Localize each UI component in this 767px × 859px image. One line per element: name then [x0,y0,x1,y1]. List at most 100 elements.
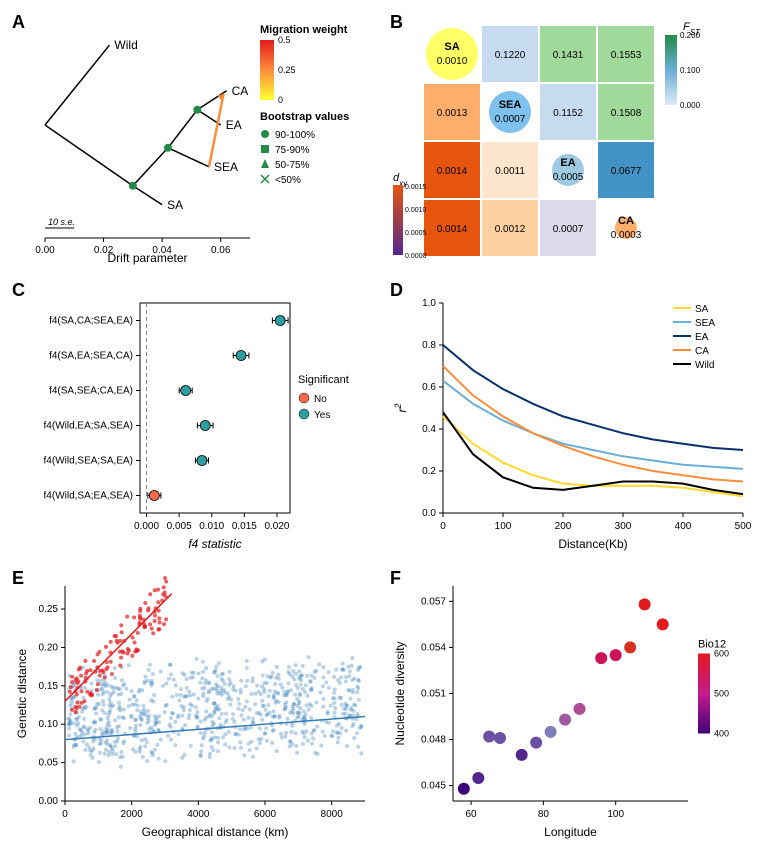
svg-text:SEA: SEA [214,160,238,174]
svg-text:0.1553: 0.1553 [611,50,642,61]
svg-text:0.0015: 0.0015 [405,184,427,191]
svg-text:Wild: Wild [695,360,714,371]
svg-text:0.045: 0.045 [421,781,446,792]
svg-text:CA: CA [695,346,709,357]
svg-text:0.0005: 0.0005 [553,172,584,183]
panel-b: B SA0.00100.12200.14310.15530.0013SEA0.0… [388,10,758,270]
svg-text:Migration weight: Migration weight [260,24,348,36]
svg-text:0.1431: 0.1431 [553,50,584,61]
svg-text:0.0000: 0.0000 [405,253,427,260]
svg-text:0.0014: 0.0014 [437,166,468,177]
svg-text:0: 0 [62,809,68,820]
svg-text:100: 100 [607,809,624,820]
svg-text:200: 200 [555,521,572,532]
svg-text:0.000: 0.000 [134,521,159,532]
svg-text:SEA: SEA [695,318,715,329]
svg-text:0.0010: 0.0010 [405,207,427,214]
svg-text:0.4: 0.4 [422,424,436,435]
svg-text:0.000: 0.000 [680,101,701,110]
svg-text:400: 400 [675,521,692,532]
svg-text:Wild: Wild [114,38,137,52]
svg-text:50-75%: 50-75% [275,160,310,171]
svg-text:Significant: Significant [298,374,349,386]
panel-f-svg: 60801000.0450.0480.0510.0540.057Longitud… [388,566,758,846]
svg-text:60: 60 [466,809,478,820]
svg-text:f4(Wild,SEA;SA,EA): f4(Wild,SEA;SA,EA) [44,456,133,467]
svg-text:0.010: 0.010 [199,521,224,532]
svg-text:75-90%: 75-90% [275,145,310,156]
svg-text:0.0014: 0.0014 [437,224,468,235]
panel-a-svg: WildSASEAEACA0.000.020.040.06Drift param… [10,10,380,270]
panel-b-svg: SA0.00100.12200.14310.15530.0013SEA0.000… [388,10,758,270]
svg-text:0.5: 0.5 [278,35,291,45]
svg-text:CA: CA [618,215,634,227]
svg-text:f4(Wild,SA;EA,SEA): f4(Wild,SA;EA,SEA) [44,491,133,502]
svg-text:0.005: 0.005 [167,521,192,532]
svg-text:Yes: Yes [314,410,330,421]
panel-c-svg: 0.0000.0050.0100.0150.020f4 statisticf4(… [10,278,380,558]
svg-text:Distance(Kb): Distance(Kb) [558,537,627,551]
svg-text:0.0012: 0.0012 [495,224,526,235]
svg-text:0.100: 0.100 [680,66,701,75]
svg-text:400: 400 [714,729,729,739]
svg-text:f4(SA,EA;SEA,CA): f4(SA,EA;SEA,CA) [49,351,133,362]
svg-text:0.0: 0.0 [422,508,436,519]
svg-text:0.25: 0.25 [278,65,296,75]
panel-e: E 020004000600080000.000.050.100.150.200… [10,566,380,846]
panel-f-label: F [390,568,401,589]
svg-text:f4(SA,CA;SEA,EA): f4(SA,CA;SEA,EA) [49,316,133,327]
panel-f: F 60801000.0450.0480.0510.0540.057Longit… [388,566,758,846]
svg-text:0.015: 0.015 [232,521,257,532]
svg-text:0.2: 0.2 [422,466,436,477]
svg-text:10 s.e.: 10 s.e. [48,217,75,227]
svg-text:0.0007: 0.0007 [553,224,584,235]
panel-e-label: E [12,568,24,589]
svg-text:SEA: SEA [499,99,522,111]
svg-text:0.200: 0.200 [680,31,701,40]
svg-text:SA: SA [695,304,709,315]
panel-b-label: B [390,12,403,33]
svg-text:No: No [314,394,327,405]
svg-text:0: 0 [278,95,283,105]
panel-d-svg: 01002003004005000.00.20.40.60.81.0Distan… [388,278,758,558]
svg-text:0.05: 0.05 [39,758,59,769]
svg-text:300: 300 [615,521,632,532]
svg-text:EA: EA [226,118,242,132]
svg-text:8000: 8000 [321,809,344,820]
svg-text:SA: SA [444,41,459,53]
svg-text:Longitude: Longitude [544,825,597,839]
svg-text:0.10: 0.10 [39,719,59,730]
panel-a: A WildSASEAEACA0.000.020.040.06Drift par… [10,10,380,270]
svg-text:0.1220: 0.1220 [495,50,526,61]
svg-text:0.0010: 0.0010 [437,56,468,67]
svg-text:0.00: 0.00 [39,796,59,807]
svg-text:f4(SA,SEA;CA,EA): f4(SA,SEA;CA,EA) [49,386,133,397]
svg-text:0.15: 0.15 [39,681,59,692]
svg-text:EA: EA [560,157,575,169]
svg-text:0.6: 0.6 [422,382,436,393]
svg-text:r2: r2 [393,403,409,412]
svg-text:0.25: 0.25 [39,604,59,615]
svg-text:0.00: 0.00 [35,245,55,256]
svg-text:f4 statistic: f4 statistic [188,537,241,551]
panel-d: D 01002003004005000.00.20.40.60.81.0Dist… [388,278,758,558]
svg-text:0.1152: 0.1152 [553,108,583,119]
svg-text:500: 500 [714,689,729,699]
svg-text:0.1508: 0.1508 [611,108,642,119]
panel-a-label: A [12,12,25,33]
svg-text:0.0003: 0.0003 [611,230,642,241]
svg-text:Genetic distance: Genetic distance [15,648,29,738]
svg-text:2000: 2000 [121,809,144,820]
svg-text:CA: CA [232,84,249,98]
svg-text:0.8: 0.8 [422,340,436,351]
svg-text:0.0677: 0.0677 [611,166,642,177]
svg-text:80: 80 [538,809,550,820]
svg-text:Bootstrap values: Bootstrap values [260,111,349,123]
svg-text:Drift parameter: Drift parameter [107,251,187,265]
svg-text:0.0005: 0.0005 [405,230,427,237]
panel-c-label: C [12,280,25,301]
svg-text:600: 600 [714,649,729,659]
svg-text:f4(Wild,EA;SA,SEA): f4(Wild,EA;SA,SEA) [44,421,133,432]
svg-text:0.051: 0.051 [421,689,446,700]
svg-text:100: 100 [495,521,512,532]
